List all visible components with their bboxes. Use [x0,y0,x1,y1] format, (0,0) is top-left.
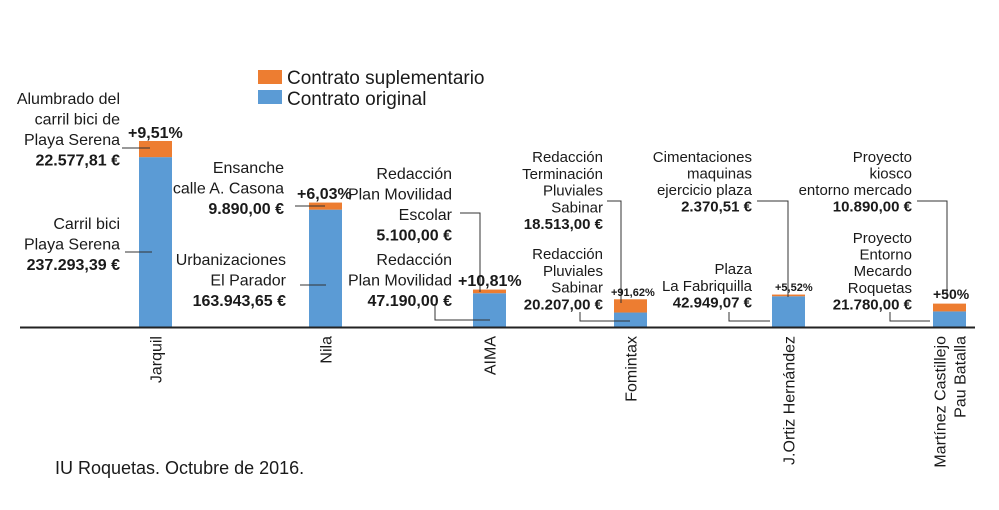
percent-increase-label: +50% [933,286,970,302]
bar-original [772,296,805,327]
footer-source: IU Roquetas. Octubre de 2016. [55,458,304,478]
annotation-text: entorno mercado [799,182,912,199]
category-label: Pau Batalla [953,336,970,418]
annotation-text: Roquetas [848,280,912,297]
annotation-text: Plaza [714,261,752,278]
category-label: Jarquil [149,336,166,383]
annotation-text: Sabinar [551,199,603,216]
annotation-text: Mecardo [854,263,912,280]
bar-suplementario [139,140,172,158]
annotation-text: Pluviales [543,263,603,280]
bar-original [309,209,342,327]
annotation-text: calle A. Casona [173,181,284,198]
annotation-text: La Fabriquilla [662,278,753,295]
annotation-amount: 42.949,07 € [673,295,753,312]
legend-label-suplementario: Contrato suplementario [287,68,485,89]
legend-swatch-original [258,90,282,104]
annotation-text: Carril bici [53,216,120,233]
annotation-amount: 21.780,00 € [833,296,913,313]
annotation-text: maquinas [687,166,752,183]
leader-line-suplementario [607,200,622,303]
bar-suplementario [473,289,506,294]
leader-line-original [889,312,930,322]
annotation-amount: 5.100,00 € [376,228,452,245]
percent-increase-label: +91,62% [611,287,655,299]
annotation-text: Urbanizaciones [176,252,286,269]
annotation-amount: 2.370,51 € [681,199,753,216]
annotation-text: Alumbrado del [17,91,120,108]
annotation-amount: 10.890,00 € [833,199,913,216]
annotation-text: Playa Serena [24,237,120,254]
legend-swatch-suplementario [258,70,282,84]
annotation-text: Redacción [532,149,603,166]
category-label: Martínez Castillejo [933,336,950,468]
category-label: Nila [319,336,336,364]
annotation-text: Sabinar [551,280,603,297]
bar-original [933,311,966,327]
annotation-text: Redacción [376,252,452,269]
annotation-text: Redacción [376,166,452,183]
legend-label-original: Contrato original [287,89,426,110]
leader-line-original [434,305,490,321]
annotation-text: Proyecto [853,230,912,247]
category-label: Fomintax [624,336,641,402]
annotation-text: Plan Movilidad [348,187,452,204]
bar-original [139,157,172,327]
annotation-text: Entorno [859,247,912,264]
annotation-amount: 20.207,00 € [524,296,604,313]
annotation-text: Proyecto [853,149,912,166]
annotation-text: Playa Serena [24,132,120,149]
bar-suplementario [933,303,966,312]
annotation-amount: 47.190,00 € [367,293,452,310]
annotation-amount: 22.577,81 € [35,153,120,170]
leader-line-suplementario [460,212,481,292]
percent-increase-label: +5,52% [775,282,813,294]
leader-line-original [579,312,630,322]
percent-increase-label: +6,03% [297,186,352,203]
annotation-text: Escolar [399,207,453,224]
annotation-text: El Parador [210,273,286,290]
percent-increase-label: +9,51% [128,125,183,142]
annotation-amount: 237.293,39 € [27,257,121,274]
annotation-text: Terminación [522,166,603,183]
bar-original [614,312,647,327]
annotation-text: carril bici de [35,112,120,129]
annotation-text: Redacción [532,246,603,263]
annotation-text: Plan Movilidad [348,273,452,290]
annotation-text: Ensanche [213,160,284,177]
bar-suplementario [614,299,647,313]
leader-line-suplementario [917,200,948,299]
percent-increase-label: +10,81% [458,273,522,290]
annotation-text: ejercicio plaza [657,182,753,199]
annotation-text: kiosco [869,166,912,183]
leader-line-suplementario [757,200,789,297]
annotation-amount: 163.943,65 € [193,293,287,310]
annotation-text: Cimentaciones [653,149,752,166]
annotation-amount: 9.890,00 € [208,201,284,218]
annotation-text: Pluviales [543,183,603,200]
bar-original [473,293,506,327]
leader-line-original [728,312,770,322]
bar-suplementario [309,202,342,210]
annotation-amount: 18.513,00 € [524,216,604,233]
category-label: AIMA [483,336,500,375]
category-label: J.Ortiz Hernández [782,336,799,465]
